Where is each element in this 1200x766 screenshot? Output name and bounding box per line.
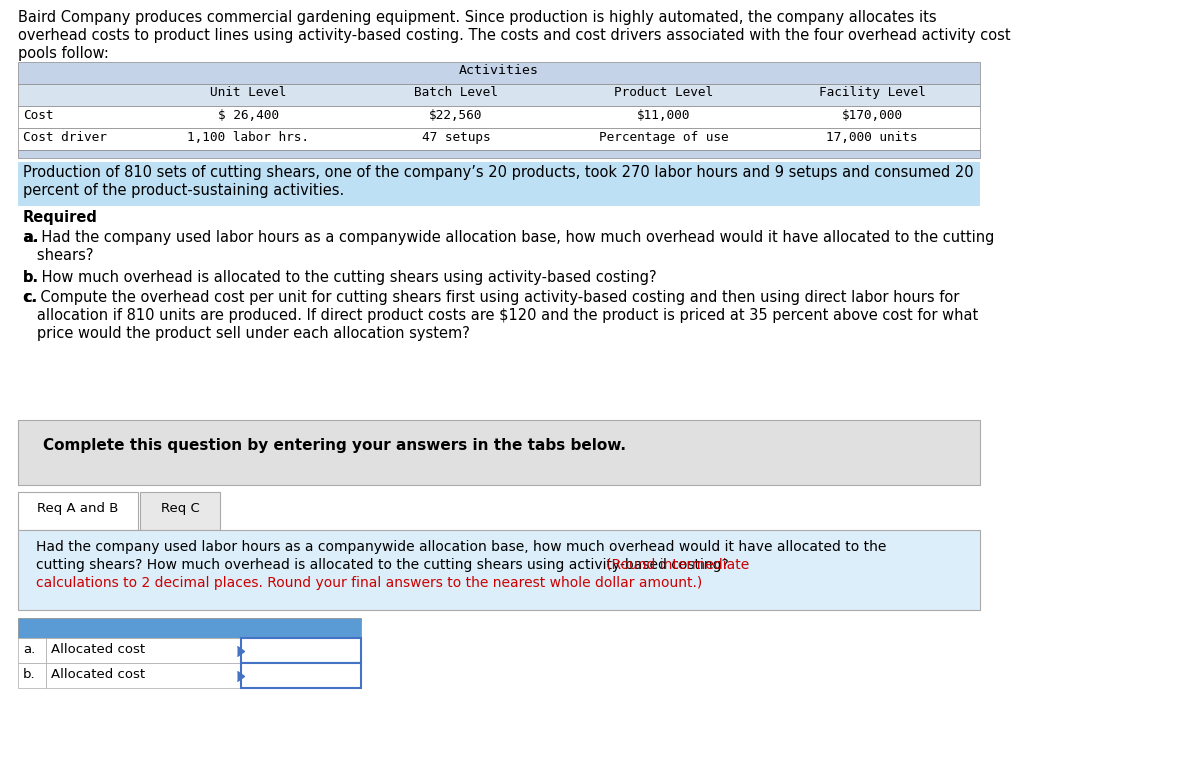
Text: Baird Company produces commercial gardening equipment. Since production is highl: Baird Company produces commercial garden… xyxy=(18,10,937,25)
Text: Required: Required xyxy=(23,210,98,225)
Bar xyxy=(18,638,46,663)
Bar xyxy=(18,492,138,530)
Bar xyxy=(18,106,980,128)
Text: Complete this question by entering your answers in the tabs below.: Complete this question by entering your … xyxy=(43,438,626,453)
Text: Cost: Cost xyxy=(23,109,54,122)
Text: calculations to 2 decimal places. Round your final answers to the nearest whole : calculations to 2 decimal places. Round … xyxy=(36,576,702,590)
Bar xyxy=(18,618,361,638)
Text: 17,000 units: 17,000 units xyxy=(827,131,918,144)
Text: shears?: shears? xyxy=(23,248,94,263)
Text: 1,100 labor hrs.: 1,100 labor hrs. xyxy=(187,131,310,144)
Text: a.: a. xyxy=(23,643,35,656)
Text: $ 26,400: $ 26,400 xyxy=(217,109,278,122)
Text: Unit Level: Unit Level xyxy=(210,86,286,99)
Text: c.: c. xyxy=(23,290,37,305)
Text: Req A and B: Req A and B xyxy=(37,502,119,515)
Bar xyxy=(241,663,361,688)
Text: b.: b. xyxy=(23,270,40,285)
Bar xyxy=(18,128,980,150)
Bar xyxy=(18,420,980,485)
Bar xyxy=(241,638,361,663)
Text: Allocated cost: Allocated cost xyxy=(50,643,145,656)
Text: 47 setups: 47 setups xyxy=(421,131,491,144)
Bar xyxy=(18,84,980,106)
Bar xyxy=(18,150,980,158)
Text: Facility Level: Facility Level xyxy=(818,86,925,99)
Bar xyxy=(46,663,241,688)
Text: overhead costs to product lines using activity-based costing. The costs and cost: overhead costs to product lines using ac… xyxy=(18,28,1010,43)
Text: Percentage of use: Percentage of use xyxy=(599,131,728,144)
Text: price would the product sell under each allocation system?: price would the product sell under each … xyxy=(23,326,470,341)
Text: percent of the product-sustaining activities.: percent of the product-sustaining activi… xyxy=(23,183,344,198)
Text: pools follow:: pools follow: xyxy=(18,46,109,61)
Text: Product Level: Product Level xyxy=(614,86,714,99)
Text: Production of 810 sets of cutting shears, one of the company’s 20 products, took: Production of 810 sets of cutting shears… xyxy=(23,165,973,180)
Text: cutting shears? How much overhead is allocated to the cutting shears using activ: cutting shears? How much overhead is all… xyxy=(36,558,733,572)
Bar xyxy=(18,530,980,610)
Text: Had the company used labor hours as a companywide allocation base, how much over: Had the company used labor hours as a co… xyxy=(36,540,887,554)
Text: $170,000: $170,000 xyxy=(841,109,902,122)
Text: b.: b. xyxy=(23,668,36,681)
Text: b. How much overhead is allocated to the cutting shears using activity-based cos: b. How much overhead is allocated to the… xyxy=(23,270,656,285)
Bar xyxy=(140,492,220,530)
Text: Batch Level: Batch Level xyxy=(414,86,498,99)
Bar xyxy=(46,638,241,663)
Text: Activities: Activities xyxy=(458,64,539,77)
Text: allocation if 810 units are produced. If direct product costs are $120 and the p: allocation if 810 units are produced. If… xyxy=(23,308,978,323)
Bar xyxy=(18,663,46,688)
Text: Req C: Req C xyxy=(161,502,199,515)
Text: (Round intermediate: (Round intermediate xyxy=(606,558,749,572)
Text: Allocated cost: Allocated cost xyxy=(50,668,145,681)
Bar xyxy=(18,62,980,84)
Text: $22,560: $22,560 xyxy=(430,109,482,122)
Text: $11,000: $11,000 xyxy=(637,109,691,122)
Text: Cost driver: Cost driver xyxy=(23,131,107,144)
Text: c. Compute the overhead cost per unit for cutting shears first using activity-ba: c. Compute the overhead cost per unit fo… xyxy=(23,290,959,305)
Text: a. Had the company used labor hours as a companywide allocation base, how much o: a. Had the company used labor hours as a… xyxy=(23,230,995,245)
Text: a.: a. xyxy=(23,230,38,245)
Bar xyxy=(18,162,980,206)
